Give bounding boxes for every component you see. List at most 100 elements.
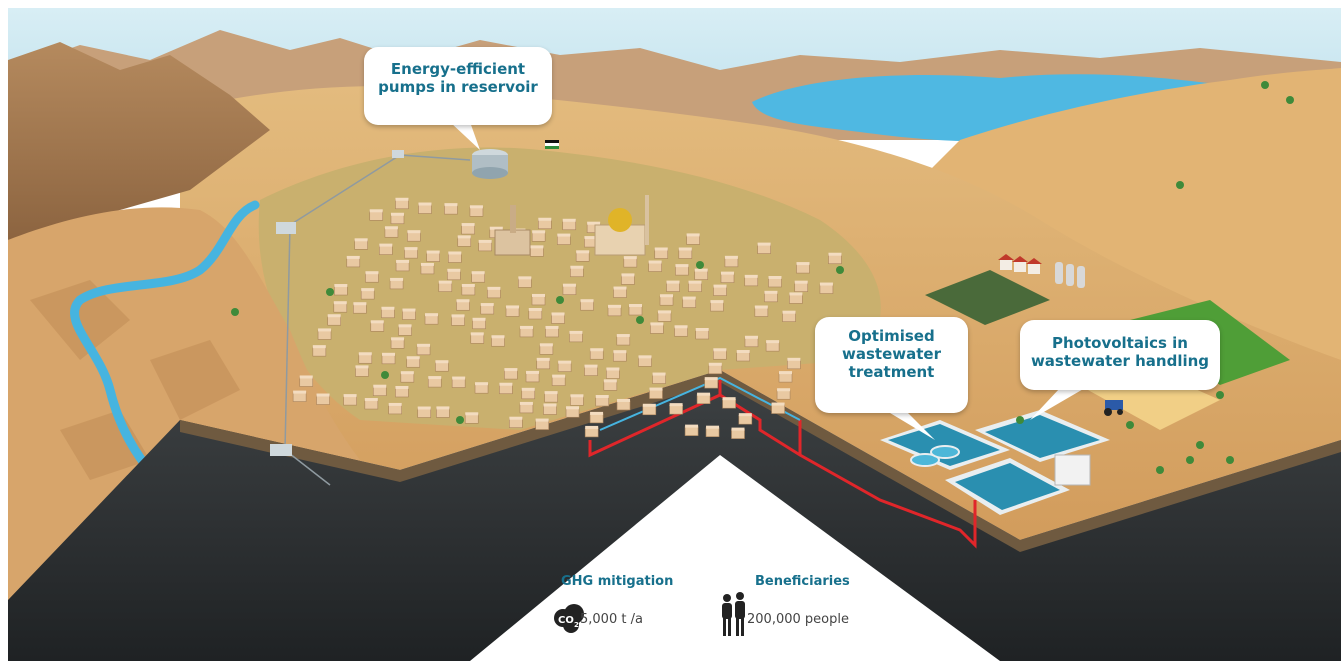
house bbox=[381, 306, 395, 319]
house bbox=[358, 352, 373, 364]
house bbox=[346, 255, 361, 268]
cutaway-notch bbox=[470, 455, 1000, 661]
house bbox=[491, 335, 505, 347]
house bbox=[819, 282, 834, 294]
house bbox=[447, 268, 461, 281]
house bbox=[312, 345, 327, 357]
house bbox=[765, 340, 780, 352]
house bbox=[565, 406, 580, 418]
house bbox=[531, 230, 546, 242]
house bbox=[666, 280, 680, 292]
house bbox=[738, 413, 753, 425]
house bbox=[299, 375, 314, 387]
house bbox=[427, 376, 442, 388]
callout-line: wastewater handling bbox=[1030, 352, 1210, 370]
tree bbox=[456, 416, 464, 424]
house bbox=[638, 355, 652, 367]
house bbox=[470, 332, 485, 344]
treatment-plant bbox=[880, 410, 1110, 515]
house bbox=[389, 277, 404, 290]
house bbox=[525, 370, 540, 383]
house bbox=[538, 217, 552, 230]
house bbox=[381, 352, 396, 365]
callout-line: Energy-efficient bbox=[390, 60, 526, 78]
house bbox=[789, 292, 803, 304]
house bbox=[616, 334, 631, 346]
tree bbox=[1126, 421, 1134, 429]
house bbox=[704, 377, 719, 389]
tree bbox=[836, 266, 844, 274]
house bbox=[456, 299, 470, 311]
house bbox=[364, 398, 379, 410]
left-mountains bbox=[8, 42, 270, 240]
tree bbox=[556, 296, 564, 304]
house bbox=[776, 388, 791, 400]
house bbox=[603, 379, 618, 391]
house bbox=[556, 233, 571, 245]
callout-energy-efficient-pumps: Energy-efficient pumps in reservoir bbox=[364, 47, 552, 125]
house bbox=[420, 262, 435, 275]
red-pipe-branch bbox=[718, 380, 802, 455]
house bbox=[589, 348, 604, 360]
callout-photovoltaics: Photovoltaics in wastewater handling bbox=[1020, 320, 1220, 390]
house bbox=[395, 197, 409, 210]
house bbox=[530, 245, 544, 257]
tree bbox=[1016, 416, 1024, 424]
tree bbox=[1156, 466, 1164, 474]
house bbox=[794, 280, 809, 292]
house bbox=[607, 304, 622, 317]
house bbox=[659, 294, 674, 306]
tree bbox=[1226, 456, 1234, 464]
reservoir-tank bbox=[472, 149, 508, 179]
house bbox=[499, 382, 513, 395]
tree bbox=[1196, 441, 1204, 449]
house bbox=[696, 392, 711, 404]
house bbox=[469, 205, 484, 217]
house bbox=[461, 223, 475, 235]
house bbox=[407, 230, 421, 242]
house bbox=[557, 360, 572, 372]
house bbox=[317, 328, 332, 340]
house bbox=[675, 264, 689, 276]
house bbox=[562, 283, 577, 295]
dark-fields bbox=[925, 270, 1050, 325]
red-pipe bbox=[588, 393, 977, 549]
callout-optimised-wastewater-treatment: Optimised wastewater treatment bbox=[815, 317, 968, 413]
tree bbox=[1261, 81, 1269, 89]
house bbox=[379, 243, 393, 255]
tractor bbox=[1104, 400, 1123, 416]
tree bbox=[326, 288, 334, 296]
house bbox=[436, 406, 450, 418]
house bbox=[754, 305, 769, 317]
house bbox=[504, 368, 518, 380]
house bbox=[471, 271, 485, 283]
house bbox=[417, 406, 432, 418]
beneficiaries-value: 200,000 people bbox=[747, 612, 849, 627]
mosque-minaret bbox=[494, 205, 531, 256]
house bbox=[448, 251, 462, 263]
house bbox=[669, 403, 683, 415]
house bbox=[720, 271, 735, 283]
house bbox=[406, 356, 421, 368]
house bbox=[509, 416, 523, 429]
house bbox=[684, 424, 699, 436]
house bbox=[518, 276, 532, 288]
house bbox=[678, 247, 693, 259]
house bbox=[478, 239, 492, 252]
tree bbox=[636, 316, 644, 324]
tree bbox=[1186, 456, 1194, 464]
house bbox=[360, 288, 375, 300]
mosque-gold bbox=[594, 195, 649, 256]
house bbox=[744, 335, 759, 348]
house bbox=[398, 324, 412, 336]
house bbox=[528, 308, 543, 320]
house bbox=[570, 394, 584, 406]
callout-line: pumps in reservoir bbox=[378, 78, 538, 96]
house bbox=[688, 280, 702, 292]
house bbox=[372, 384, 387, 397]
house bbox=[731, 427, 745, 439]
house bbox=[657, 310, 672, 322]
house bbox=[343, 394, 357, 406]
house bbox=[292, 390, 307, 402]
